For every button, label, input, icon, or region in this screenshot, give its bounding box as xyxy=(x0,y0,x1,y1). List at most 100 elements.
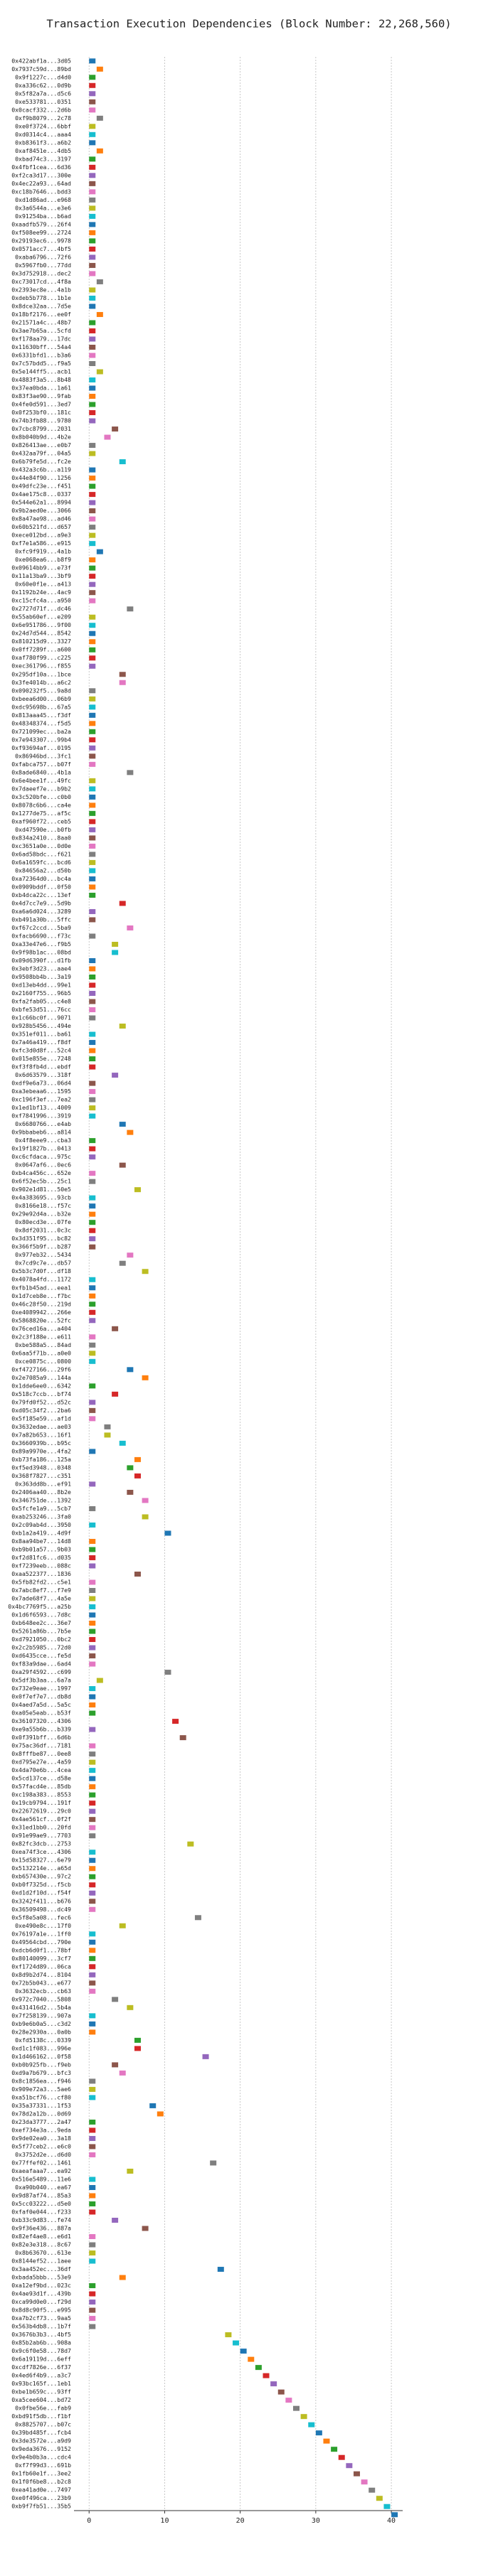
y-tick-label: 0x91254ba...b6ad xyxy=(15,213,71,220)
x-tick-label: 40 xyxy=(387,2517,396,2525)
y-tick-label: 0xfaf0e044...f233 xyxy=(11,2209,71,2216)
bar xyxy=(89,525,96,530)
y-tick-label: 0xa3ebeaa6...1595 xyxy=(11,1088,71,1095)
bar xyxy=(89,1710,96,1716)
bar xyxy=(89,394,96,399)
y-tick-label: 0x7cbc8799...2031 xyxy=(11,425,71,432)
y-tick-label: 0xc73017cd...4f8a xyxy=(11,278,71,285)
y-tick-label: 0x5cc03222...d5e0 xyxy=(11,2200,71,2207)
y-tick-label: 0x5132214e...a65d xyxy=(11,1864,71,1872)
bar xyxy=(89,1236,96,1242)
bar xyxy=(89,2119,96,2125)
bar xyxy=(89,2258,96,2264)
bar xyxy=(89,1538,96,1544)
y-tick-label: 0x79fd0f52...d52c xyxy=(11,1398,71,1405)
y-tick-label: 0x7ade68f7...4a5e xyxy=(11,1595,71,1602)
y-tick-label: 0x732e9eae...1997 xyxy=(11,1685,71,1692)
bar xyxy=(89,819,96,825)
y-tick-label: 0xe0f3724...6bbf xyxy=(15,122,71,129)
y-tick-label: 0xa29f4592...c699 xyxy=(11,1668,71,1675)
bar xyxy=(89,892,96,898)
y-tick-label: 0xa90b040...ea67 xyxy=(15,2184,71,2191)
y-tick-label: 0x6331bfd1...b3a6 xyxy=(11,351,71,358)
bar xyxy=(383,2503,391,2509)
y-tick-label: 0x363dd8b...ef91 xyxy=(15,1480,71,1487)
bar xyxy=(142,1498,149,1503)
bar xyxy=(277,2389,285,2395)
bar xyxy=(89,1628,96,1634)
bar xyxy=(96,369,103,375)
y-tick-label: 0x368f7827...c351 xyxy=(11,1472,71,1479)
y-tick-label: 0x3d752918...dec2 xyxy=(11,269,71,277)
bar xyxy=(89,1154,96,1160)
bar xyxy=(112,2218,119,2223)
bar xyxy=(89,213,96,219)
y-tick-label: 0x36107320...4306 xyxy=(11,1717,71,1724)
y-tick-label: 0xaadfb579...26f4 xyxy=(11,220,71,227)
bar xyxy=(89,189,96,195)
y-tick-label: 0x5f185e59...af1d xyxy=(11,1415,71,1422)
y-tick-label: 0x7a82b653...16f1 xyxy=(11,1431,71,1438)
bar xyxy=(89,1563,96,1569)
y-tick-label: 0x0571acc7...4bf5 xyxy=(11,245,71,252)
bar xyxy=(300,2414,307,2420)
y-tick-label: 0xf1724d89...06ca xyxy=(11,1963,71,1970)
y-tick-label: 0x0f391bff...6d6b xyxy=(11,1734,71,1741)
bar xyxy=(89,639,96,645)
bar xyxy=(89,737,96,743)
y-tick-label: 0x4f8eee9...cba3 xyxy=(15,1137,71,1144)
bar xyxy=(89,1113,96,1119)
bar xyxy=(89,2201,96,2206)
bar xyxy=(119,1024,126,1029)
bar xyxy=(89,565,96,571)
y-tick-label: 0x8d8c90f5...e995 xyxy=(11,2307,71,2314)
y-tick-label: 0xf7841996...3919 xyxy=(11,1112,71,1120)
bar xyxy=(89,1481,96,1487)
y-tick-label: 0x3c520bfe...c0b0 xyxy=(11,793,71,800)
bar xyxy=(142,1269,149,1274)
y-tick-label: 0x0cacf332...2d6b xyxy=(11,106,71,113)
y-tick-label: 0x6e4bee1f...49fc xyxy=(11,777,71,784)
y-tick-label: 0x9508bb4b...3a19 xyxy=(11,973,71,980)
bar xyxy=(134,2037,141,2043)
y-tick-label: 0x29193ec6...9978 xyxy=(11,237,71,244)
bar xyxy=(89,1579,96,1585)
bar xyxy=(89,164,96,170)
bar xyxy=(89,1228,96,1233)
y-tick-label: 0x810215d9...3327 xyxy=(11,638,71,645)
y-tick-label: 0xc198a383...8553 xyxy=(11,1791,71,1798)
bar xyxy=(89,1808,96,1814)
bar xyxy=(89,933,96,939)
bar xyxy=(89,132,96,137)
bar xyxy=(89,2283,96,2289)
y-tick-label: 0x24d7d544...8542 xyxy=(11,630,71,637)
bar xyxy=(89,1906,96,1912)
y-tick-label: 0x2393ec8e...4a1b xyxy=(11,286,71,293)
bar xyxy=(89,2135,96,2141)
bar xyxy=(89,696,96,702)
bar xyxy=(89,181,96,186)
y-tick-label: 0x5b3c7d0f...df18 xyxy=(11,1267,71,1274)
y-tick-label: 0x7f258139...907a xyxy=(11,2012,71,2019)
y-tick-label: 0x28e2930a...0a0b xyxy=(11,2028,71,2035)
bar xyxy=(89,1653,96,1659)
bar xyxy=(89,908,96,914)
y-tick-label: 0x85b2ab6b...908a xyxy=(11,2339,71,2346)
bar xyxy=(89,614,96,620)
y-tick-label: 0x4aed7a5d...5a5c xyxy=(11,1701,71,1708)
bar xyxy=(89,1277,96,1282)
bar xyxy=(217,2267,224,2272)
bar xyxy=(89,843,96,849)
bar xyxy=(89,1955,96,1961)
bar xyxy=(89,156,96,162)
y-tick-label: 0xf7239eeb...088c xyxy=(11,1562,71,1569)
bar xyxy=(112,1073,119,1078)
y-tick-label: 0x22672619...29c0 xyxy=(11,1808,71,1815)
bar xyxy=(89,1988,96,1994)
bar xyxy=(89,385,96,391)
y-tick-label: 0x4883f3a5...8b48 xyxy=(11,376,71,383)
y-tick-label: 0xf508ee99...2724 xyxy=(11,229,71,236)
bar xyxy=(89,1064,96,1070)
y-tick-label: 0x8dce32aa...7d5e xyxy=(11,302,71,309)
bar xyxy=(89,222,96,227)
